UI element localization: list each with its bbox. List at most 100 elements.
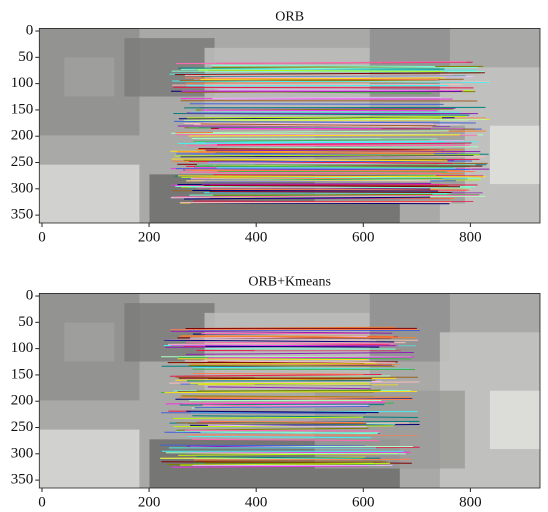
y-tick-label: 100 <box>11 340 34 356</box>
match-line <box>205 149 481 153</box>
image-region <box>124 38 215 97</box>
image-region <box>489 125 540 185</box>
match-line <box>174 154 480 157</box>
match-line <box>182 400 386 404</box>
match-line <box>177 141 478 144</box>
panel-title: ORB <box>275 10 304 25</box>
match-line <box>197 397 414 401</box>
match-line <box>192 189 439 192</box>
y-tick-label: 200 <box>11 393 34 409</box>
match-line <box>204 194 480 197</box>
match-line <box>170 330 393 334</box>
match-line <box>209 191 452 194</box>
match-line <box>175 185 472 189</box>
match-line <box>193 139 431 142</box>
image-region <box>124 303 215 362</box>
y-tick-label: 200 <box>11 128 34 144</box>
y-tick-label: 50 <box>18 49 33 65</box>
match-line <box>213 193 433 196</box>
match-line <box>178 171 442 174</box>
match-line <box>189 103 444 105</box>
match-line <box>192 415 418 418</box>
match-line <box>172 465 369 468</box>
match-line <box>184 429 382 432</box>
axes-frame <box>38 292 541 489</box>
image-panel <box>38 292 541 489</box>
match-line <box>212 97 442 99</box>
match-line <box>187 435 372 439</box>
match-line <box>210 188 470 191</box>
image-region <box>39 429 140 488</box>
x-tick-label: 200 <box>138 494 161 510</box>
image-region <box>39 164 140 223</box>
image-region <box>64 57 115 97</box>
x-tick-label: 0 <box>38 229 46 245</box>
match-line <box>200 420 366 424</box>
match-line <box>178 175 487 178</box>
match-line <box>204 178 443 181</box>
match-line <box>217 89 456 92</box>
match-line <box>200 77 445 80</box>
axes-frame <box>38 27 541 224</box>
match-line <box>164 390 418 394</box>
x-tick-label: 400 <box>245 229 268 245</box>
match-line <box>173 194 480 198</box>
match-line <box>192 366 409 370</box>
match-line <box>186 112 478 115</box>
match-line <box>165 452 406 455</box>
match-line <box>196 389 381 392</box>
match-line <box>194 406 370 409</box>
match-line <box>186 115 467 119</box>
match-line <box>198 148 445 151</box>
match-line <box>211 76 474 78</box>
match-line <box>200 118 487 121</box>
x-tick-label: 0 <box>38 494 46 510</box>
match-line <box>200 431 378 435</box>
match-line <box>207 424 367 428</box>
match-line <box>173 416 363 419</box>
match-line <box>176 61 467 65</box>
y-tick-label: 300 <box>11 180 34 196</box>
match-line <box>180 462 391 466</box>
match-line <box>183 106 486 109</box>
image <box>39 28 541 224</box>
match-line <box>207 386 371 390</box>
match-line <box>175 168 471 171</box>
match-line <box>174 120 476 124</box>
x-tick-label: 200 <box>138 229 161 245</box>
y-tick-label: 150 <box>11 366 34 382</box>
y-tick-label: 300 <box>11 445 34 461</box>
match-line <box>160 444 365 447</box>
match-line <box>207 356 414 359</box>
match-line <box>185 351 414 355</box>
y-tick-label: 0 <box>26 22 34 38</box>
y-tick-label: 0 <box>26 287 34 303</box>
match-line <box>194 141 445 143</box>
y-tick-label: 350 <box>11 207 34 223</box>
match-line <box>188 134 460 137</box>
match-line <box>169 381 420 384</box>
match-line <box>186 410 379 414</box>
x-tick-label: 800 <box>459 494 482 510</box>
match-line <box>179 335 417 339</box>
match-line <box>181 335 386 337</box>
match-line <box>188 365 395 367</box>
image <box>39 293 541 488</box>
match-line <box>173 113 470 116</box>
match-line <box>164 339 395 343</box>
y-tick-label: 100 <box>11 75 34 91</box>
match-line <box>174 72 485 76</box>
image-region <box>489 390 540 450</box>
match-line <box>216 146 479 149</box>
match-line <box>184 360 376 363</box>
y-tick-label: 250 <box>11 154 34 170</box>
match-line <box>172 80 490 83</box>
x-tick-label: 600 <box>352 494 375 510</box>
y-tick-label: 350 <box>11 472 34 488</box>
x-tick-label: 800 <box>459 229 482 245</box>
match-line <box>197 69 444 72</box>
match-line <box>196 456 381 459</box>
y-tick-label: 150 <box>11 101 34 117</box>
match-line <box>201 109 438 112</box>
